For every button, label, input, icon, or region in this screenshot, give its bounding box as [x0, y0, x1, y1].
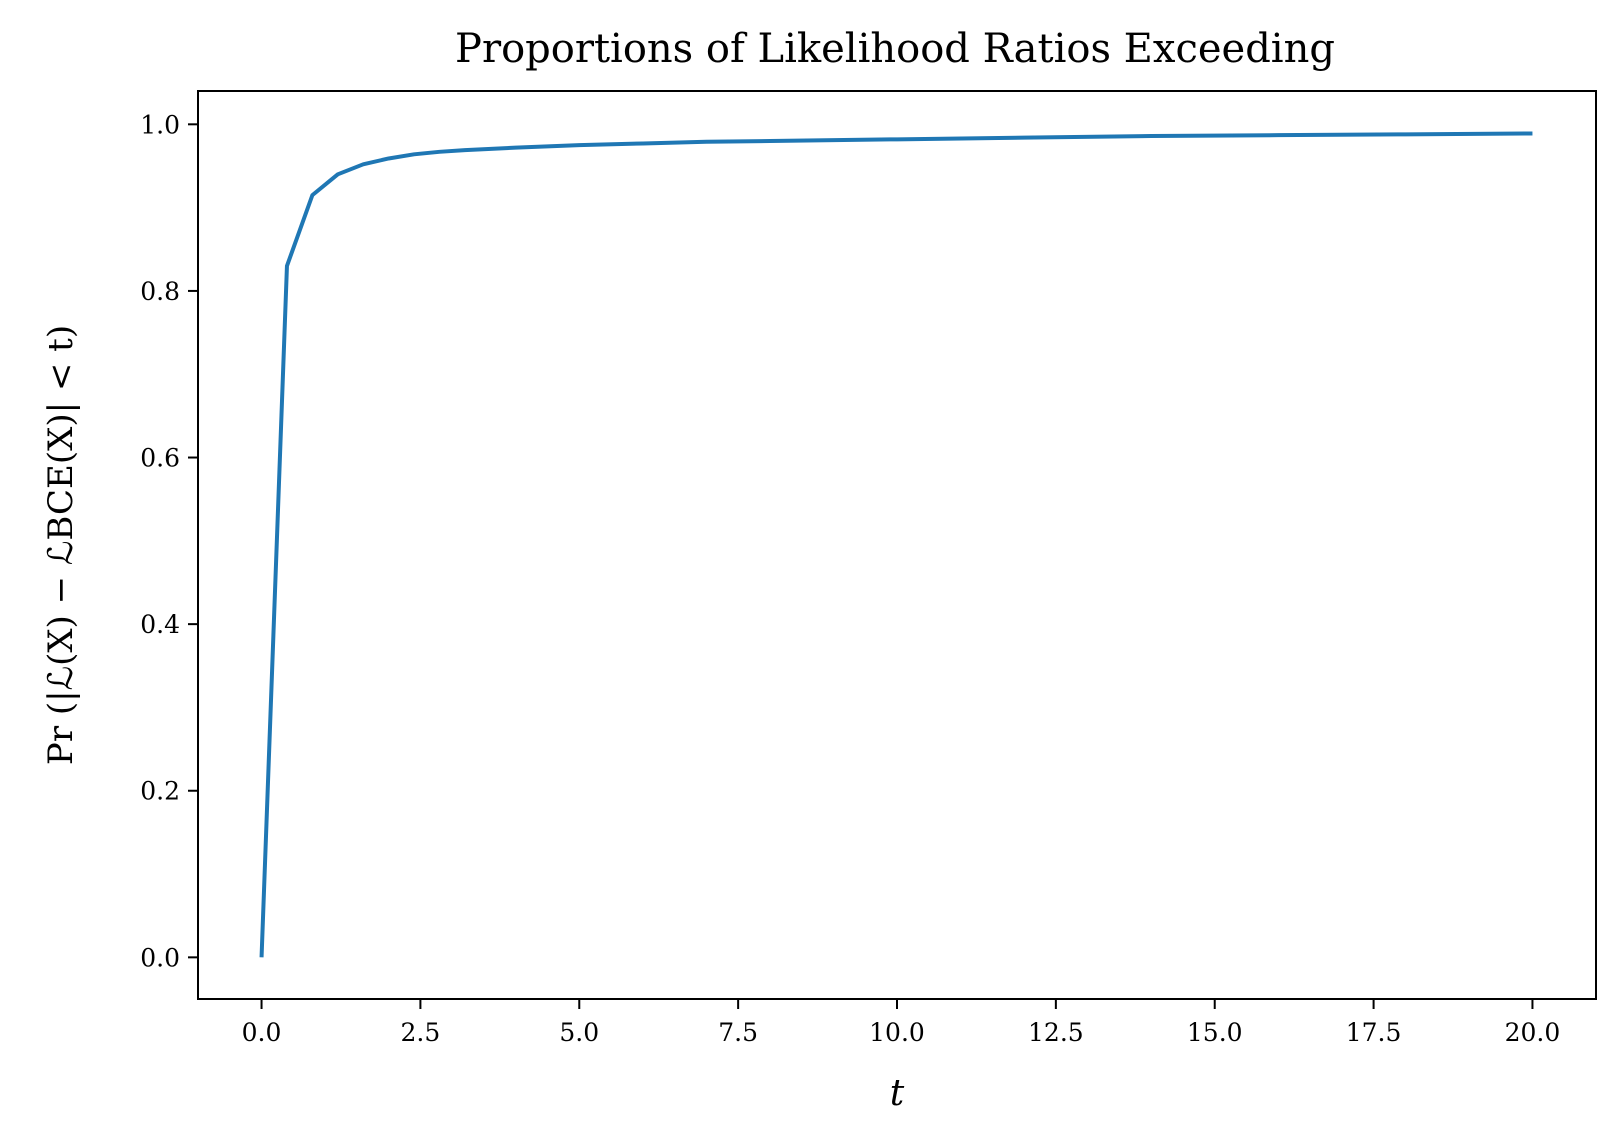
x-tick-label: 17.5 — [1346, 1018, 1402, 1047]
x-tick-label: 20.0 — [1505, 1018, 1561, 1047]
data-point-0-9 — [515, 147, 516, 148]
x-tick-label: 2.5 — [401, 1018, 441, 1047]
data-point-0-5 — [388, 158, 389, 159]
y-tick-label: 0.8 — [140, 277, 180, 306]
data-point-0-13 — [769, 140, 770, 141]
y-tick-label: 0.6 — [140, 444, 180, 473]
x-tick-label: 7.5 — [718, 1018, 758, 1047]
data-point-0-4 — [363, 164, 364, 165]
plot-area-frame — [197, 90, 1597, 1000]
chart-title: Proportions of Likelihood Ratios Exceedi… — [455, 26, 1335, 72]
x-axis-label: t — [890, 1073, 905, 1114]
data-point-0-15 — [1023, 137, 1024, 138]
x-axis: 0.0 2.5 5.0 7.5 10.0 12.5 15.0 17.5 20.0 — [242, 999, 1561, 1047]
data-point-0-16 — [1151, 135, 1152, 136]
y-tick-label: 1.0 — [140, 110, 180, 139]
x-tick-label: 12.5 — [1028, 1018, 1084, 1047]
x-tick-label: 5.0 — [559, 1018, 599, 1047]
series-line-0 — [259, 131, 1533, 958]
data-point-0-18 — [1405, 134, 1406, 135]
data-point-0-7 — [439, 151, 440, 152]
data-point-0-1 — [286, 265, 287, 266]
data-point-0-11 — [642, 143, 643, 144]
data-point-0-19 — [1532, 133, 1533, 134]
data-point-0-10 — [579, 145, 580, 146]
data-point-0-14 — [896, 139, 897, 140]
y-axis-label: Pr (|ℒ(X) − ℒBCE(X)| < t) — [41, 325, 81, 765]
data-point-0-17 — [1278, 135, 1279, 136]
y-tick-label: 0.0 — [140, 943, 180, 972]
data-point-0-3 — [337, 174, 338, 175]
data-point-0-6 — [413, 154, 414, 155]
x-tick-label: 0.0 — [242, 1018, 282, 1047]
data-point-0-2 — [312, 195, 313, 196]
y-tick-label: 0.4 — [140, 610, 180, 639]
y-tick-label: 0.2 — [140, 777, 180, 806]
data-point-0-8 — [464, 150, 465, 151]
plot-content — [259, 131, 1533, 958]
x-tick-label: 15.0 — [1187, 1018, 1243, 1047]
data-point-0-12 — [706, 141, 707, 142]
y-axis: 0.0 0.2 0.4 0.6 0.8 1.0 — [140, 110, 198, 972]
x-tick-label: 10.0 — [869, 1018, 925, 1047]
data-point-0-0 — [261, 957, 262, 958]
